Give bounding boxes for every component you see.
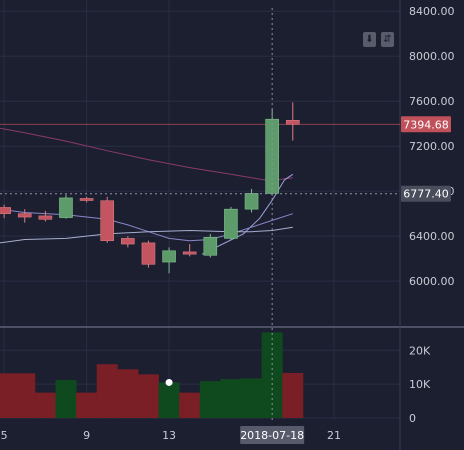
volume-bar — [34, 392, 56, 418]
moving-average-line — [201, 173, 294, 255]
volume-bar — [220, 379, 242, 418]
last-price-badge — [401, 116, 451, 133]
crosshair-price-label: 6777.40 — [403, 188, 449, 201]
candle-body — [162, 250, 176, 263]
split-icon[interactable]: ⇵ — [381, 32, 394, 47]
candle-body — [182, 251, 197, 255]
download-arrow-icon[interactable]: ⬇ — [363, 32, 376, 47]
volume-bar — [96, 364, 118, 418]
date-tick-label: 13 — [162, 429, 176, 442]
volume-bar — [55, 380, 77, 418]
crosshair-price-badge — [401, 185, 451, 202]
volume-bar — [76, 392, 98, 418]
volume-bar — [241, 378, 263, 418]
date-tick-label: 9 — [83, 429, 90, 442]
volume-tick-label: 20K — [409, 344, 431, 357]
price-tick-label: 8400.00 — [409, 5, 455, 18]
candle-body — [141, 242, 156, 265]
candle-body — [203, 236, 218, 256]
price-tick-label: 6400.00 — [409, 230, 455, 243]
volume-bar — [282, 372, 304, 418]
price-tick-label: 7600.00 — [409, 95, 455, 108]
candle-body — [224, 208, 238, 239]
candle-body — [121, 238, 135, 245]
candle-body — [17, 213, 32, 218]
candle-body — [244, 193, 259, 210]
candle-body — [100, 200, 115, 241]
candle-body — [265, 118, 279, 194]
volume-tick-label: 10K — [409, 378, 431, 391]
price-tick-label: 8000.00 — [409, 50, 455, 63]
volume-bar — [158, 382, 180, 418]
volume-tick-label: 0 — [409, 412, 416, 425]
price-tick-label: 6000.00 — [409, 275, 455, 288]
candle-body — [79, 198, 94, 201]
volume-bar — [14, 373, 36, 418]
candle-body — [38, 215, 53, 220]
date-tick-label: 5 — [1, 429, 8, 442]
date-tick-label: 21 — [327, 429, 341, 442]
moving-average-line — [0, 127, 293, 181]
volume-bar — [179, 392, 201, 418]
volume-bar — [137, 374, 159, 418]
hover-marker — [165, 378, 173, 386]
candle-body — [0, 207, 11, 214]
candle-body — [59, 197, 73, 218]
candle-body — [285, 120, 300, 125]
crosshair-date-badge — [240, 426, 305, 444]
volume-bar — [199, 381, 221, 418]
crosshair-date-label: 2018-07-18 — [240, 429, 304, 442]
volume-bar — [261, 332, 283, 418]
price-tick-label: 7200.00 — [409, 140, 455, 153]
moving-average-line — [0, 226, 293, 244]
volume-bar — [0, 373, 15, 418]
last-price-label: 7394.68 — [403, 118, 449, 131]
volume-bar — [117, 369, 139, 418]
